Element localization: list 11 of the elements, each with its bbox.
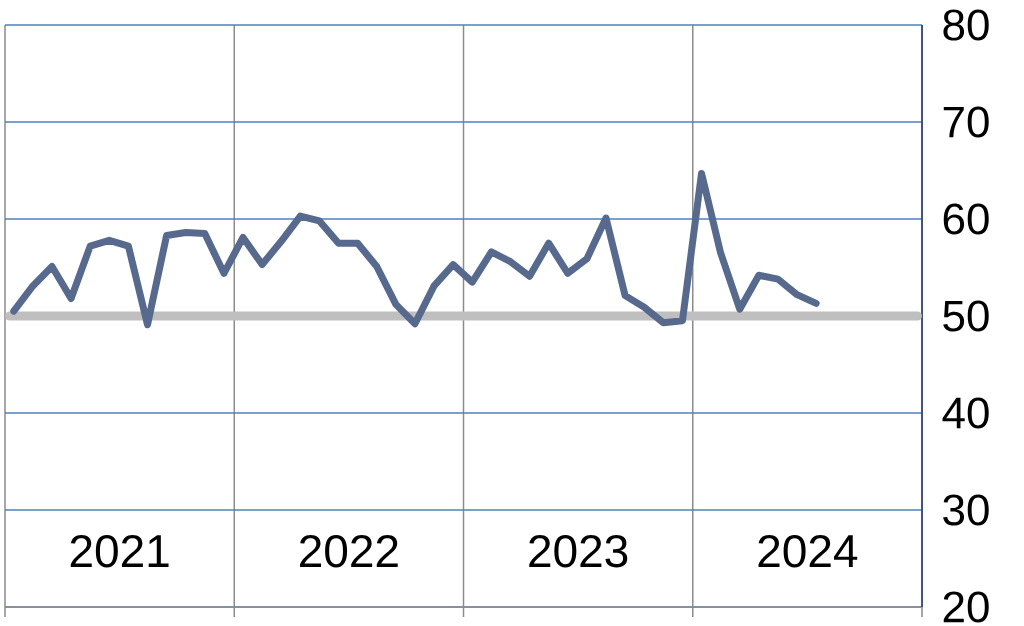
x-tick-label: 2024 (758, 534, 858, 568)
y-tick-label: 80 (943, 9, 989, 41)
y-tick-label: 40 (942, 397, 989, 429)
y-tick-label: 60 (943, 203, 989, 235)
y-tick-label: 30 (943, 494, 989, 526)
y-tick-label: 70 (943, 106, 989, 138)
x-tick-label: 2021 (70, 534, 169, 568)
y-tick-label: 20 (943, 591, 989, 623)
y-tick-label: 50 (943, 300, 989, 332)
x-tick-label: 2022 (300, 534, 398, 568)
x-tick-label: 2023 (529, 534, 628, 568)
